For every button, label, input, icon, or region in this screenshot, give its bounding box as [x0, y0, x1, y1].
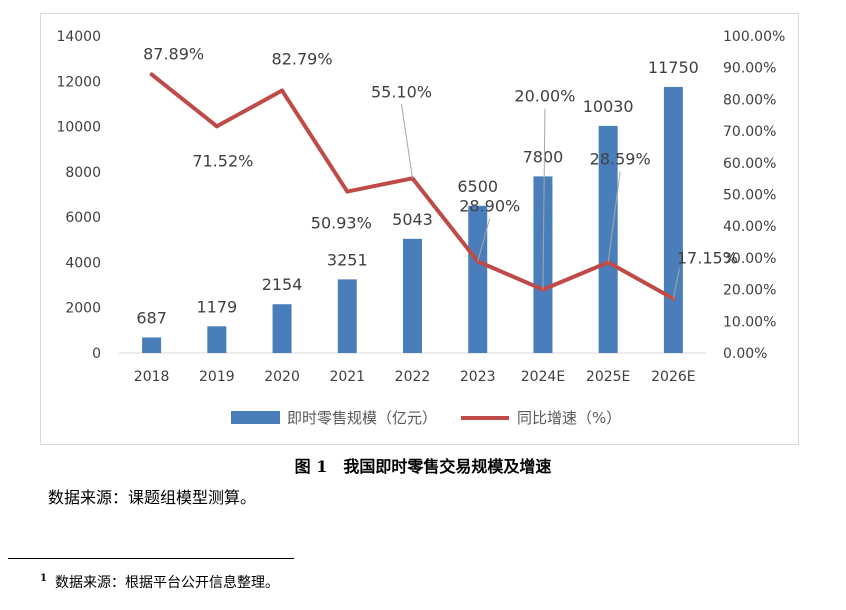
right-axis-tick-label: 80.00% — [723, 92, 776, 108]
growth-rate-point-2021 — [345, 189, 350, 194]
right-axis-tick-label: 10.00% — [723, 314, 776, 330]
x-axis-tick-label: 2019 — [199, 369, 235, 385]
x-axis-tick-label: 2025E — [586, 369, 630, 385]
bar-2022 — [403, 238, 422, 353]
growth-rate-label: 55.10% — [371, 82, 432, 101]
legend-bar-swatch — [231, 411, 280, 424]
x-axis-tick-label: 2024E — [521, 369, 565, 385]
right-axis-tick-label: 0.00% — [723, 346, 767, 362]
growth-rate-label: 87.89% — [143, 44, 204, 63]
left-axis-tick-label: 2000 — [65, 301, 101, 317]
left-axis-tick-label: 10000 — [56, 120, 101, 136]
bar-2019 — [207, 326, 227, 353]
bar-2018 — [142, 337, 162, 353]
growth-rate-label: 28.59% — [590, 149, 651, 168]
left-axis-tick-label: 0 — [92, 346, 101, 362]
right-axis-tick-label: 100.00% — [723, 29, 785, 45]
left-axis-tick-label: 8000 — [65, 165, 101, 181]
bar-value-label: 1179 — [196, 297, 237, 316]
right-axis-tick-label: 50.00% — [723, 188, 776, 204]
bar-2026E — [663, 86, 683, 354]
legend-line-label: 同比增速（%） — [517, 409, 621, 427]
label-leader-line — [401, 104, 413, 179]
footnote-text: 数据来源：根据平台公开信息整理。 — [54, 575, 279, 591]
bar-2023 — [468, 205, 488, 353]
label-leader-line — [542, 108, 546, 290]
growth-rate-label: 50.93% — [311, 214, 372, 233]
growth-rate-point-2019 — [214, 124, 219, 129]
x-axis-tick-label: 2026E — [651, 369, 695, 385]
x-axis-tick-label: 2023 — [460, 369, 496, 385]
left-axis-tick-label: 12000 — [56, 74, 101, 90]
bar-value-label: 11750 — [648, 58, 699, 77]
bar-value-label: 10030 — [583, 97, 634, 116]
growth-rate-point-2020 — [280, 88, 285, 93]
data-source-note: 数据来源：课题组模型测算。 — [48, 488, 257, 507]
left-axis-tick-label: 14000 — [56, 29, 101, 45]
left-axis-tick-label: 6000 — [65, 210, 101, 226]
bar-2025E — [598, 125, 618, 353]
growth-rate-label: 20.00% — [514, 87, 575, 106]
right-axis-tick-label: 40.00% — [723, 219, 776, 235]
left-axis-tick-label: 4000 — [65, 255, 101, 271]
growth-rate-label: 71.52% — [192, 151, 253, 170]
label-leader-line — [607, 171, 621, 263]
growth-rate-label: 28.90% — [459, 196, 520, 215]
footnote-divider — [8, 558, 294, 559]
label-leader-line — [477, 218, 491, 262]
legend-bar-label: 即时零售规模（亿元） — [287, 409, 437, 427]
bar-value-label: 6500 — [457, 177, 498, 196]
x-axis-tick-label: 2018 — [134, 369, 170, 385]
chart-frame: 0 2000 4000 6000 8000 10000 12000 14000 0.00% 10.… — [40, 13, 799, 445]
growth-rate-point-2018 — [149, 72, 154, 77]
right-axis-tick-label: 20.00% — [723, 283, 776, 299]
right-axis-tick-label: 60.00% — [723, 156, 776, 172]
growth-rate-label: 82.79% — [272, 50, 333, 69]
growth-rate-label: 17.15% — [677, 249, 738, 268]
label-leader-line — [672, 268, 680, 299]
footnote: 1 数据来源：根据平台公开信息整理。 — [40, 572, 279, 592]
bar-value-label: 5043 — [392, 210, 433, 229]
right-axis-tick-label: 90.00% — [723, 61, 776, 77]
bar-value-label: 7800 — [523, 147, 564, 166]
bar-value-label: 3251 — [327, 250, 368, 269]
figure-caption: 图 1 我国即时零售交易规模及增速 — [294, 457, 552, 476]
footnote-mark: 1 — [40, 573, 47, 585]
bar-2020 — [272, 304, 292, 353]
x-axis-tick-label: 2022 — [395, 369, 431, 385]
bar-value-label: 2154 — [262, 275, 303, 294]
bar-2021 — [337, 279, 357, 353]
x-axis-tick-label: 2020 — [264, 369, 300, 385]
x-axis-tick-label: 2021 — [329, 369, 365, 385]
bar-value-label: 687 — [136, 308, 167, 327]
combo-chart: 0 2000 4000 6000 8000 10000 12000 14000 0.00% 10.… — [56, 29, 785, 427]
right-axis-tick-label: 30.00% — [723, 251, 776, 267]
right-axis-tick-label: 70.00% — [723, 124, 776, 140]
